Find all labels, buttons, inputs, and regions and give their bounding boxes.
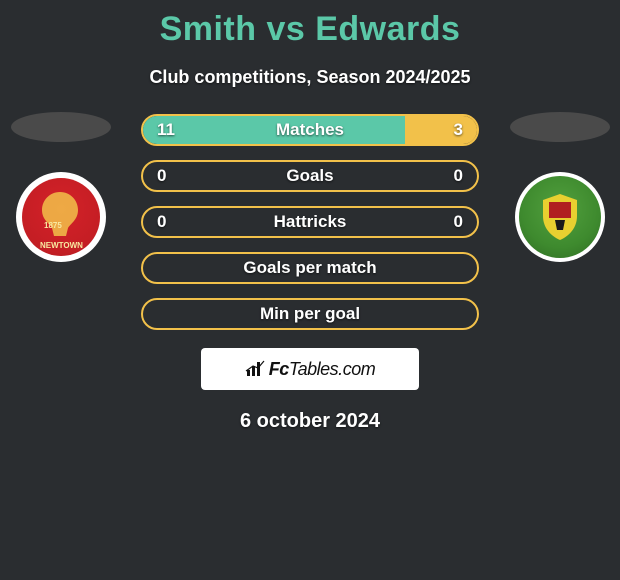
svg-text:1875: 1875: [44, 221, 62, 230]
bar-fill-left: [143, 116, 405, 144]
fctables-logo-badge[interactable]: FcTables.com: [201, 348, 419, 390]
main-area: 1875 NEWTOWN 11 Matches 3 0 Goals 0: [0, 118, 620, 330]
stats-bars: 11 Matches 3 0 Goals 0 0 Hattricks 0 Goa…: [113, 114, 507, 330]
left-column: 1875 NEWTOWN: [8, 118, 113, 262]
value-right: 3: [454, 120, 463, 140]
team-crest-left: 1875 NEWTOWN: [16, 172, 106, 262]
value-left: 0: [157, 212, 166, 232]
value-right: 0: [454, 212, 463, 232]
value-left: 0: [157, 166, 166, 186]
stat-bar-goals-per-match: Goals per match: [141, 252, 479, 284]
bar-fill-right: [405, 116, 477, 144]
stat-label: Goals per match: [243, 258, 376, 278]
stat-bar-goals: 0 Goals 0: [141, 160, 479, 192]
team-crest-right: [515, 172, 605, 262]
right-column: [507, 118, 612, 262]
logo-fc: Fc: [269, 359, 289, 379]
svg-text:NEWTOWN: NEWTOWN: [40, 241, 83, 250]
comparison-card: Smith vs Edwards Club competitions, Seas…: [0, 0, 620, 433]
stat-label: Min per goal: [260, 304, 360, 324]
subtitle: Club competitions, Season 2024/2025: [0, 67, 620, 88]
shadow-ellipse-left: [11, 112, 111, 142]
stat-label: Goals: [286, 166, 333, 186]
shadow-ellipse-right: [510, 112, 610, 142]
stat-label: Hattricks: [274, 212, 347, 232]
stat-bar-min-per-goal: Min per goal: [141, 298, 479, 330]
chart-icon: [245, 360, 265, 378]
crest-right-icon: [519, 176, 601, 258]
title: Smith vs Edwards: [0, 10, 620, 49]
date: 6 october 2024: [0, 410, 620, 433]
crest-left-icon: 1875 NEWTOWN: [22, 178, 100, 256]
value-right: 0: [454, 166, 463, 186]
stat-bar-matches: 11 Matches 3: [141, 114, 479, 146]
value-left: 11: [157, 120, 175, 140]
logo-tables: Tables.com: [289, 359, 375, 379]
logo-text: FcTables.com: [269, 359, 375, 380]
stat-label: Matches: [276, 120, 344, 140]
stat-bar-hattricks: 0 Hattricks 0: [141, 206, 479, 238]
